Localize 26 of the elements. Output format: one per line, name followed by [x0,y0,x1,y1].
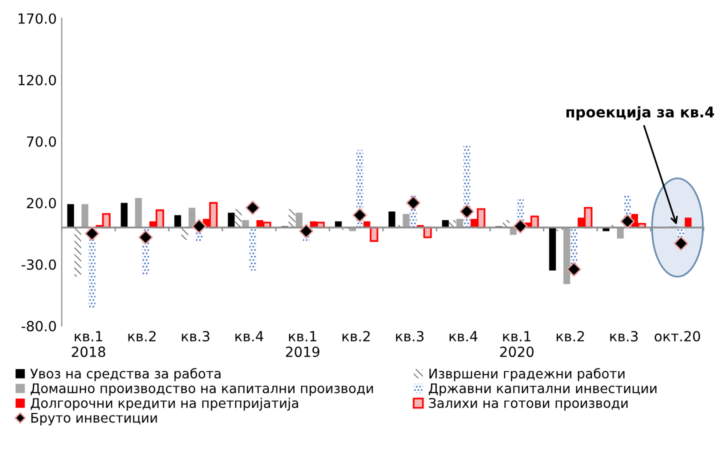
x-tick-label: кв.2 [556,330,584,342]
legend-label: Државни капитални инвестиции [428,383,656,396]
x-tick-label: кв.2 [342,330,370,342]
x-tick-label: окт.20 [654,330,700,342]
x-tick-label: кв.1 2019 [286,331,320,358]
y-tick-label: 170.0 [18,13,56,24]
legend-label: Залихи на готови производи [429,398,628,411]
y-tick-label: -80.0 [22,320,56,332]
x-tick-label: кв.3 [182,330,210,342]
legend-label: Долгорочни кредити на претпријатија [30,398,298,411]
legend-label: Домашно производство на капитални производи [30,383,373,396]
x-tick-label: кв.4 [450,331,478,342]
x-tick-label: кв.1 2018 [72,331,106,358]
x-tick-label: кв.1 2020 [500,331,534,358]
x-tick-label: кв.4 [235,331,264,342]
y-tick-label: 70.0 [27,136,56,147]
legend-label: Бруто инвестиции [31,412,157,426]
legend-label: Увоз на средства за работа [30,368,221,382]
annotation: проекција за кв.4 [566,106,714,120]
x-tick-label: кв.3 [396,330,424,342]
legend-label: Извршени градежни работи [429,368,624,382]
y-tick-label: 20.0 [26,198,56,208]
x-tick-label: кв.3 [610,330,638,342]
y-tick-label: -30.0 [22,259,56,270]
x-tick-label: кв.2 [128,330,156,342]
y-tick-label: 120.0 [18,74,56,86]
